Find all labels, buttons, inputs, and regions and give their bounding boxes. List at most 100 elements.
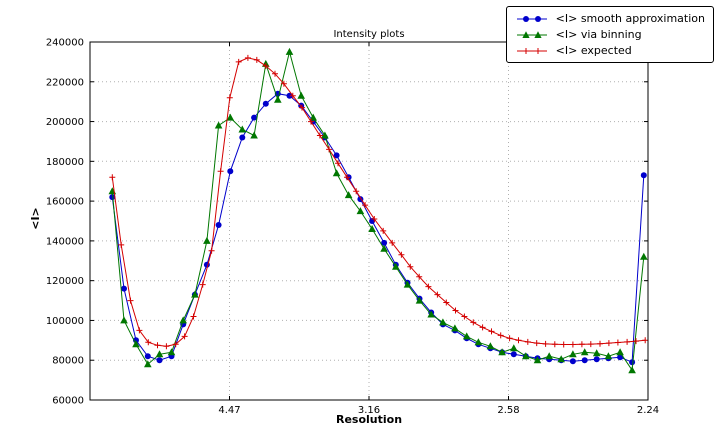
data-marker [251,114,258,121]
data-marker [533,340,540,347]
data-marker [362,202,369,209]
data-marker [335,160,341,167]
data-marker [462,332,471,340]
data-marker [344,191,353,199]
data-marker [297,91,305,99]
data-marker [316,132,323,139]
data-marker [640,172,647,179]
data-marker [569,350,577,358]
data-marker [510,344,518,352]
legend-label: <I> expected [555,44,632,57]
data-marker [289,92,296,99]
data-marker [172,341,179,348]
data-marker [389,239,396,246]
data-marker [557,355,565,363]
data-marker [353,188,360,195]
data-marker [226,94,233,101]
data-marker [286,92,293,99]
data-marker [593,356,600,363]
legend-label: <I> via binning [555,28,642,41]
data-marker [120,316,128,324]
data-marker [587,341,594,348]
y-tick-label: 160000 [46,197,84,208]
legend: <I> smooth approximation <I> via binning… [505,6,714,63]
data-marker [154,342,161,349]
legend-sample-expected [515,45,549,57]
series-line [111,57,646,347]
data-marker [479,324,486,331]
data-marker [640,252,648,260]
data-marker [380,244,388,252]
data-marker [451,324,459,332]
y-tick-label: 60000 [52,396,84,407]
data-marker [285,47,294,55]
series-line [111,93,645,363]
data-marker [299,104,305,111]
legend-sample-via-binning [515,29,549,41]
data-marker [416,273,423,280]
data-marker [515,337,522,344]
data-marker [415,296,424,304]
data-marker [136,327,143,334]
legend-sample-smooth-approximation [515,13,549,25]
data-marker [624,338,631,345]
data-marker [332,169,341,177]
data-marker [108,187,117,195]
data-marker [272,70,278,77]
x-tick-label: 3.16 [358,405,380,416]
data-marker [498,348,506,356]
data-marker [510,351,517,358]
data-marker [434,291,441,298]
data-marker [127,297,134,304]
data-marker [208,247,215,254]
data-marker [321,131,329,139]
data-marker [144,353,151,360]
data-marker [522,352,530,360]
data-marker [226,113,235,121]
data-marker [190,313,197,320]
y-tick-label: 80000 [52,356,84,367]
data-marker [368,225,376,232]
data-marker [551,341,558,348]
data-marker [118,241,125,248]
data-marker [524,338,531,345]
data-marker [628,366,636,374]
data-marker [569,358,576,365]
legend-label: <I> smooth approximation [555,12,705,25]
data-marker [308,118,314,125]
data-marker [617,354,624,361]
y-tick-label: 240000 [46,38,84,49]
data-marker [155,350,164,358]
data-marker [545,352,553,360]
data-marker [497,332,504,339]
data-marker [427,310,435,318]
chart-title: Intensity plots [333,29,405,40]
data-marker [581,357,588,364]
data-marker [392,262,400,270]
data-marker [592,349,601,357]
data-marker [443,299,450,306]
data-marker [452,307,459,314]
data-marker [215,222,222,228]
data-marker [333,152,340,159]
data-marker [280,80,287,87]
data-marker [470,319,477,326]
y-tick-label: 220000 [46,77,84,88]
x-tick-label: 2.24 [637,405,659,416]
legend-item: <I> via binning [515,28,705,41]
data-marker [461,313,468,320]
data-marker [597,340,603,347]
data-marker [238,125,247,133]
data-marker [398,251,405,258]
x-axis-label: Resolution [335,413,403,426]
data-marker [217,168,224,175]
data-marker [109,194,116,201]
data-marker [132,340,140,348]
data-marker [569,341,576,348]
data-marker [614,339,621,346]
y-tick-label: 100000 [46,316,84,327]
data-marker [326,146,333,153]
data-marker [629,359,636,366]
data-marker [344,174,350,181]
data-marker [109,174,116,181]
